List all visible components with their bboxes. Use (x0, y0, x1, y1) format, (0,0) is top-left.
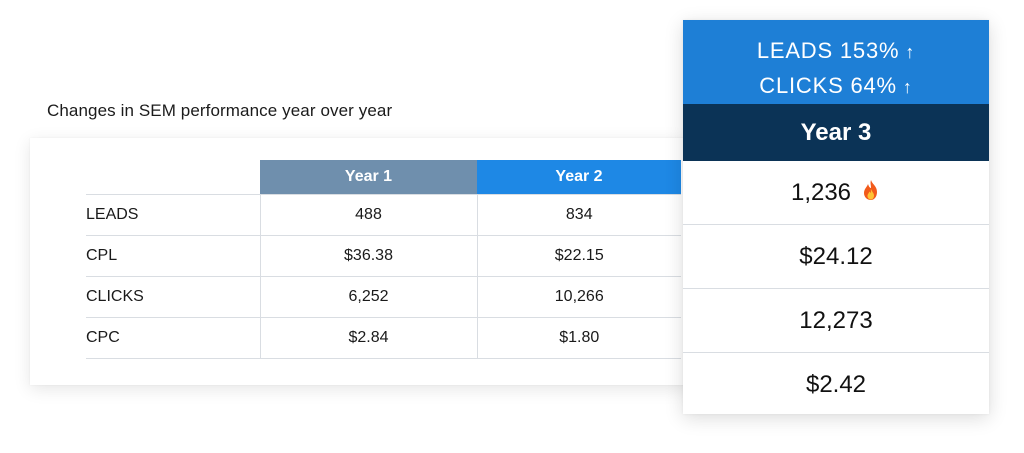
up-arrow-icon: ↑ (902, 77, 913, 97)
year-3-growth-banner: LEADS 153% ↑ CLICKS 64% ↑ (683, 20, 989, 104)
leads-growth: LEADS 153% ↑ (683, 36, 989, 71)
cell-year-1: 488 (259, 194, 477, 236)
table-header-row: Year 1 Year 2 (86, 160, 681, 195)
table-row-clicks: CLICKS 6,252 10,266 (86, 276, 681, 318)
table-row-cpc: CPC $2.84 $1.80 (86, 317, 681, 359)
cell-year-2: 10,266 (476, 276, 681, 318)
year-3-card: LEADS 153% ↑ CLICKS 64% ↑ Year 3 1,236 $24… (683, 20, 989, 414)
year-3-cpl: $24.12 (683, 225, 989, 289)
cell-year-1: 6,252 (259, 276, 477, 318)
year-3-cpc: $2.42 (805, 371, 867, 398)
leads-growth-text: LEADS 153% (756, 38, 900, 63)
header-year-1: Year 1 (260, 160, 477, 195)
clicks-growth-text: CLICKS 64% (759, 73, 897, 98)
table-row-cpl: CPL $36.38 $22.15 (86, 235, 681, 277)
clicks-growth: CLICKS 64% ↑ (683, 71, 989, 106)
row-label: CPC (86, 317, 260, 359)
comparison-table-card: Year 1 Year 2 LEADS 488 834 CPL $36.38 $… (30, 138, 690, 385)
cell-year-1: $36.38 (259, 235, 477, 277)
cell-year-2: $1.80 (476, 317, 681, 359)
table-caption: Changes in SEM performance year over yea… (47, 101, 393, 120)
header-year-2: Year 2 (477, 160, 681, 195)
cell-year-2: $22.15 (476, 235, 681, 277)
header-year-3: Year 3 (683, 104, 989, 161)
year-3-leads: 1,236 (683, 161, 989, 225)
header-empty (86, 160, 260, 195)
performance-table: Year 1 Year 2 LEADS 488 834 CPL $36.38 $… (86, 160, 681, 359)
row-label: LEADS (86, 194, 260, 236)
cell-year-1: $2.84 (259, 317, 477, 359)
year-3-clicks: 12,273 (683, 289, 989, 353)
up-arrow-icon: ↑ (905, 42, 916, 62)
year-3-leads-value: 1,236 (790, 179, 852, 206)
cell-year-2: 834 (476, 194, 681, 236)
fire-icon (861, 162, 881, 225)
row-label: CPL (86, 235, 260, 277)
row-label: CLICKS (86, 276, 260, 318)
table-row-leads: LEADS 488 834 (86, 194, 681, 236)
